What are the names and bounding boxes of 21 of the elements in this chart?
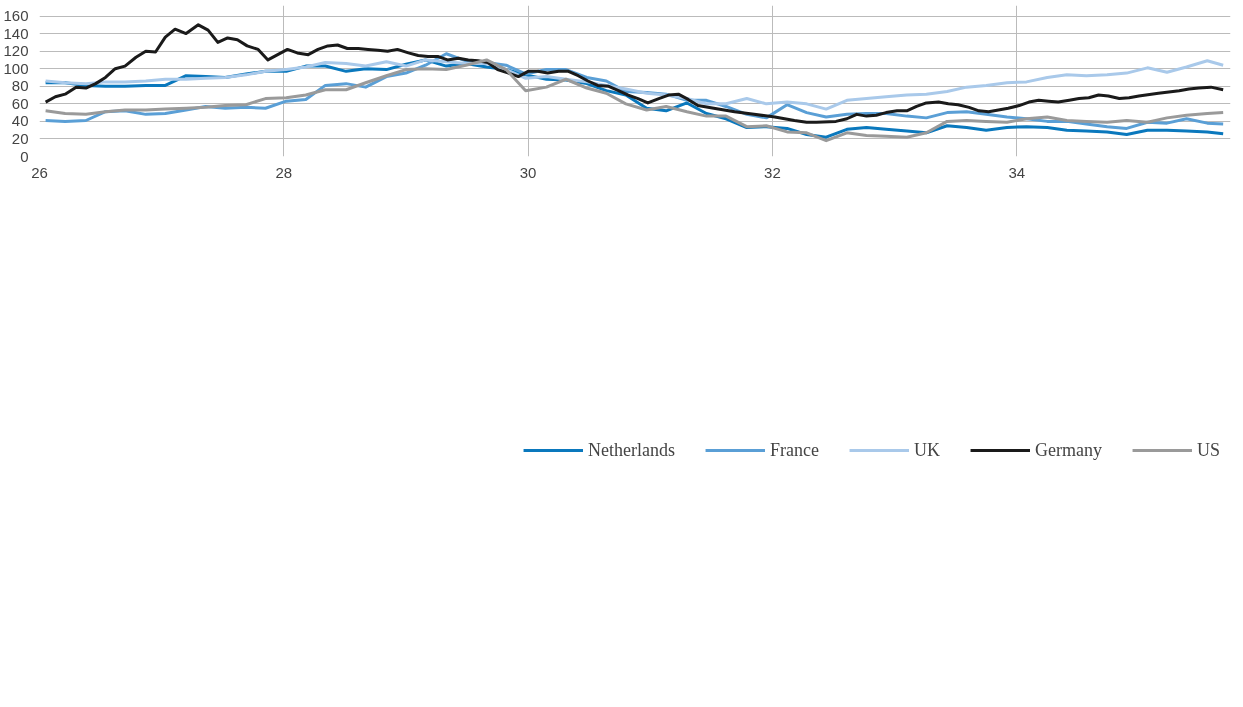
legend-label: US: [1196, 439, 1220, 461]
legend-label: Netherlands: [588, 439, 676, 461]
x-tick-label: 26: [31, 163, 48, 181]
x-tick-label: 30: [519, 163, 537, 181]
x-tick-label: 28: [275, 163, 293, 181]
x-tick-label: 34: [1008, 163, 1026, 181]
y-tick-label: 160: [3, 7, 29, 25]
y-tick-label: 80: [11, 77, 29, 95]
y-tick-label: 0: [20, 147, 29, 165]
line-series: [44, 58, 1225, 111]
line-series: [44, 23, 1225, 124]
y-tick-label: 120: [3, 42, 29, 60]
y-tick-label: 100: [3, 59, 29, 77]
y-tick-label: 140: [3, 24, 29, 42]
y-tick-label: 20: [11, 129, 29, 147]
legend-label: Germany: [1035, 439, 1102, 461]
y-tick-label: 40: [11, 112, 29, 130]
legend-label: France: [770, 439, 819, 461]
x-tick-label: 32: [764, 163, 781, 181]
legend-label: UK: [914, 439, 940, 461]
y-tick-label: 60: [11, 94, 29, 112]
